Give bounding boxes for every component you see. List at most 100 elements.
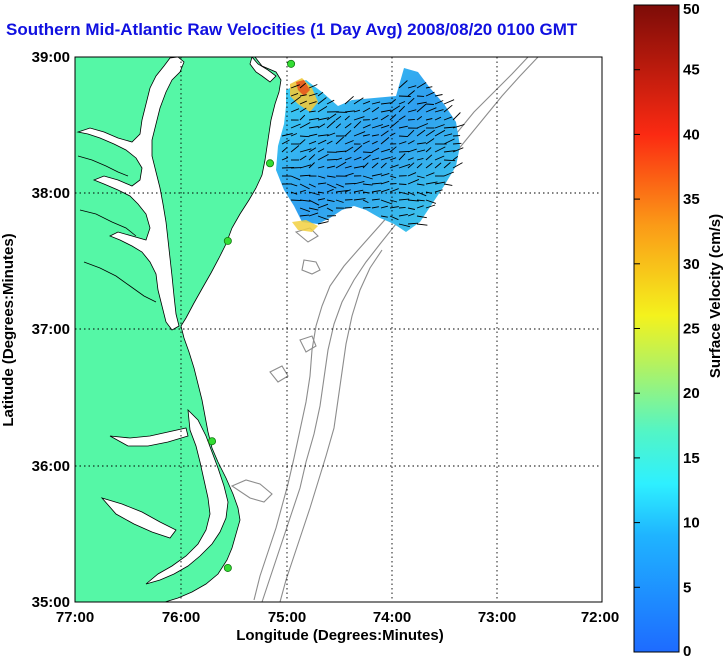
- x-tick-label: 73:00: [478, 609, 516, 626]
- velocity-vector: [344, 172, 354, 177]
- velocity-vector: [299, 122, 311, 129]
- velocity-vector: [416, 123, 429, 129]
- velocity-vector: [380, 124, 390, 129]
- velocity-vector: [308, 191, 320, 196]
- x-tick-label: 76:00: [162, 609, 200, 626]
- velocity-vector: [290, 145, 300, 153]
- velocity-vector: [416, 157, 424, 161]
- velocity-vector: [407, 118, 415, 121]
- velocity-vector: [416, 215, 427, 219]
- velocity-vector: [407, 97, 415, 105]
- velocity-vector: [290, 108, 300, 113]
- radar-station-marker: [287, 59, 296, 68]
- delaware-bay: [249, 57, 277, 83]
- velocity-vector: [371, 140, 378, 145]
- velocity-vector: [326, 140, 333, 145]
- velocity-vector: [353, 180, 365, 185]
- velocity-vector: [389, 164, 399, 169]
- velocity-vector: [416, 101, 427, 105]
- velocity-vector: [299, 183, 310, 190]
- velocity-vector: [299, 114, 306, 121]
- velocity-vector: [443, 133, 453, 137]
- velocity-vector: [308, 212, 319, 217]
- velocity-vector: [281, 139, 290, 145]
- velocity-vector: [407, 172, 417, 177]
- velocity-vector: [380, 215, 388, 218]
- y-tick-label: 36:00: [32, 458, 70, 475]
- velocity-vector: [380, 148, 391, 153]
- velocity-vector: [317, 91, 324, 97]
- velocity-vector: [353, 156, 362, 161]
- colorbar-label: Surface Velocity (cm/s): [707, 214, 724, 378]
- velocity-vector: [371, 182, 382, 185]
- plot-frame: [74, 56, 603, 603]
- velocity-vector: [308, 126, 319, 129]
- velocity-vector: [326, 113, 337, 121]
- velocity-vector: [290, 92, 299, 97]
- velocity-vector: [317, 198, 325, 201]
- velocity-vector: [299, 174, 311, 177]
- velocity-vector: [299, 189, 306, 193]
- velocity-vector: [353, 189, 364, 193]
- velocity-vector: [425, 107, 437, 113]
- x-axis: 77:00 76:00 75:00 74:00 73:00 72:00 Long…: [56, 609, 619, 644]
- velocity-vector: [353, 198, 366, 201]
- velocity-vector: [290, 191, 298, 195]
- velocity-vector: [407, 157, 414, 161]
- velocity-vector: [317, 165, 325, 169]
- velocity-vector: [308, 183, 316, 188]
- y-axis: 39:00 38:00 37:00 36:00 35:00 Latitude (…: [0, 49, 70, 611]
- velocity-vector: [407, 129, 415, 137]
- velocity-vector: [362, 206, 371, 209]
- velocity-vector: [416, 199, 425, 202]
- velocity-vector: [398, 223, 411, 228]
- velocity-vector: [416, 82, 427, 89]
- velocity-vector: [371, 173, 383, 177]
- velocity-vector: [353, 109, 361, 113]
- velocity-vector: [317, 123, 326, 129]
- velocity-vector: [326, 165, 336, 169]
- velocity-vector: [434, 162, 442, 169]
- velocity-vector: [389, 199, 398, 203]
- velocity-vector: [434, 155, 445, 161]
- velocity-vector: [290, 123, 301, 129]
- velocity-vector: [416, 103, 427, 113]
- velocity-vector: [335, 123, 342, 129]
- colorbar-tick-label: 50: [683, 1, 700, 18]
- velocity-vector: [362, 183, 373, 186]
- velocity-vector: [452, 162, 463, 169]
- velocity-vector: [425, 204, 436, 209]
- velocity-vector: [380, 162, 387, 169]
- radar-station-marker: [208, 437, 217, 446]
- velocity-vector: [353, 145, 363, 153]
- velocity-vector: [434, 124, 445, 129]
- velocity-vector: [416, 223, 428, 226]
- velocity-vector: [416, 142, 426, 145]
- velocity-hotspot-red: [296, 80, 310, 96]
- velocity-vector: [452, 123, 465, 129]
- velocity-vector: [290, 183, 298, 187]
- pamlico-sound: [145, 408, 229, 585]
- velocity-vector: [380, 137, 390, 145]
- velocity-vector: [398, 135, 409, 138]
- velocity-vector: [362, 107, 371, 113]
- velocity-vector: [290, 96, 301, 105]
- velocity-southern-edge: [292, 220, 318, 232]
- velocity-vector: [317, 203, 329, 209]
- velocity-vector: [407, 90, 415, 97]
- velocity-vector: [326, 158, 337, 161]
- velocity-vector: [452, 147, 464, 153]
- velocity-vector: [407, 162, 415, 169]
- velocity-vector: [443, 99, 455, 105]
- colorbar-tick-label: 25: [683, 321, 700, 338]
- velocity-vector: [416, 183, 425, 186]
- velocity-vector: [299, 164, 312, 169]
- velocity-vector: [308, 101, 317, 105]
- x-axis-label: Longitude (Degrees:Minutes): [236, 627, 444, 644]
- velocity-vector: [362, 175, 373, 180]
- x-tick-label: 74:00: [373, 609, 411, 626]
- velocity-vector: [317, 139, 327, 145]
- velocity-vector: [398, 115, 406, 121]
